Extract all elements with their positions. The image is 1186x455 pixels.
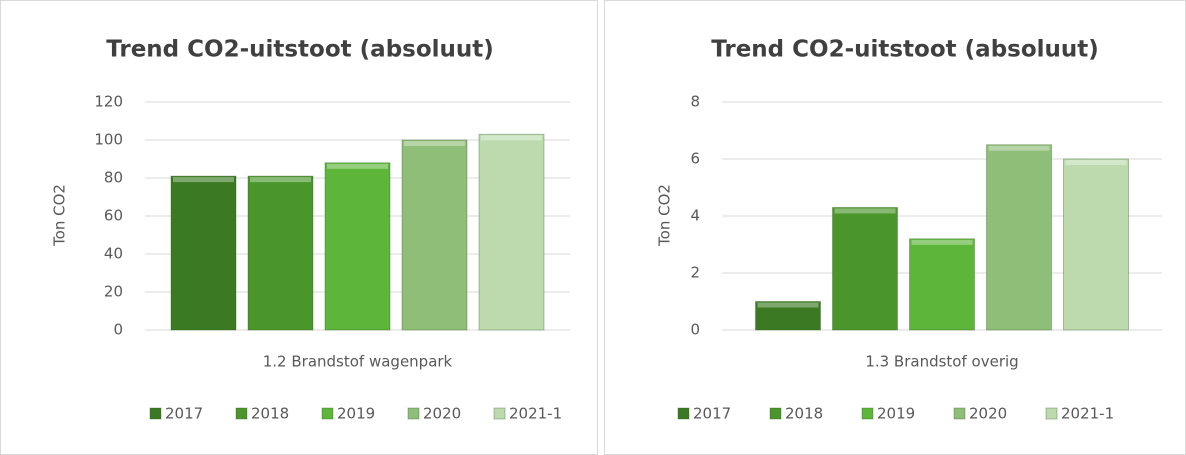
legend-swatch — [321, 407, 334, 420]
legend-swatch — [493, 407, 506, 420]
bar-highlight — [173, 177, 234, 183]
chart-title: Trend CO2-uitstoot (absoluut) — [106, 37, 494, 63]
y-tick-label: 0 — [690, 321, 700, 339]
bar — [1063, 158, 1129, 331]
legend-label: 2020 — [423, 405, 461, 423]
y-tick-label: 6 — [690, 150, 700, 168]
y-axis-label: Ton CO2 — [51, 184, 69, 247]
legend-swatch — [149, 407, 162, 420]
chart-title: Trend CO2-uitstoot (absoluut) — [711, 37, 1099, 63]
y-tick-label: 0 — [113, 321, 123, 339]
bar — [324, 162, 391, 331]
bar — [170, 175, 237, 331]
legend-swatch — [861, 407, 874, 420]
legend-label: 2019 — [877, 405, 915, 423]
y-tick-label: 20 — [104, 283, 123, 301]
y-axis-label: Ton CO2 — [656, 184, 674, 247]
bar-highlight — [481, 135, 542, 141]
legend-label: 2018 — [251, 405, 289, 423]
bar-highlight — [327, 163, 388, 169]
y-tick-label: 8 — [690, 93, 700, 111]
bar — [247, 175, 314, 331]
legend-label: 2017 — [693, 405, 731, 423]
bar — [755, 301, 821, 331]
y-tick-label: 40 — [104, 245, 123, 263]
bar-highlight — [834, 208, 896, 214]
bar-highlight — [250, 177, 311, 183]
x-tick-label: 1.2 Brandstof wagenpark — [263, 353, 453, 371]
y-tick-label: 60 — [104, 207, 123, 225]
bar-highlight — [988, 145, 1050, 151]
legend-swatch — [1045, 407, 1058, 420]
legend-swatch — [953, 407, 966, 420]
bar — [832, 206, 898, 331]
legend-label: 2021-1 — [509, 405, 562, 423]
bar-highlight — [911, 239, 973, 245]
bar — [909, 238, 975, 331]
y-tick-label: 100 — [94, 131, 123, 149]
y-tick-label: 4 — [690, 207, 700, 225]
legend-label: 2018 — [785, 405, 823, 423]
legend-swatch — [407, 407, 420, 420]
legend-swatch — [677, 407, 690, 420]
legend-label: 2019 — [337, 405, 375, 423]
y-tick-label: 120 — [94, 93, 123, 111]
legend-label: 2017 — [165, 405, 203, 423]
y-tick-label: 80 — [104, 169, 123, 187]
bar-highlight — [757, 302, 819, 308]
legend-swatch — [769, 407, 782, 420]
bar — [401, 139, 468, 331]
bar-highlight — [1065, 160, 1127, 165]
y-tick-label: 2 — [690, 264, 700, 282]
legend-label: 2020 — [969, 405, 1007, 423]
bar — [986, 144, 1052, 331]
bar-highlight — [404, 141, 465, 146]
x-tick-label: 1.3 Brandstof overig — [865, 353, 1018, 371]
legend-swatch — [235, 407, 248, 420]
bar — [478, 133, 545, 331]
legend-label: 2021-1 — [1061, 405, 1114, 423]
